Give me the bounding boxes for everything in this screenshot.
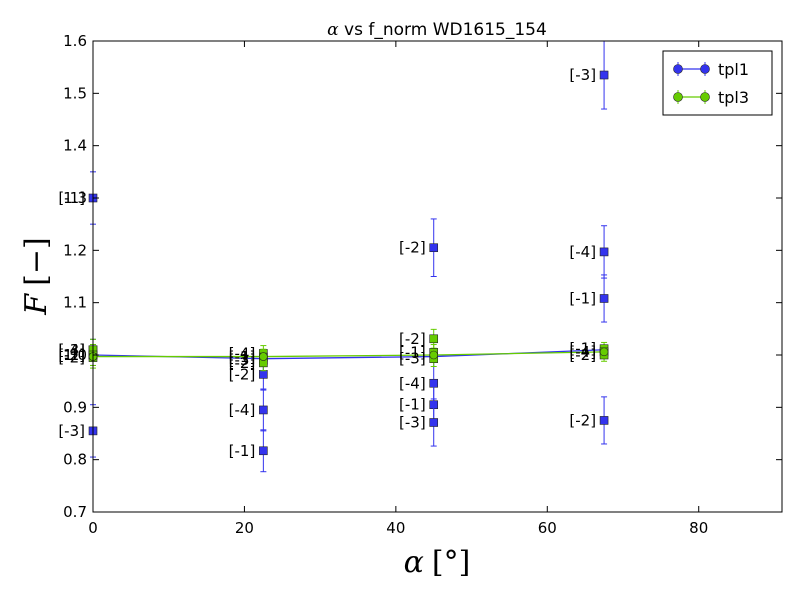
y-tick-label: 1.0 [63,346,87,364]
point-label-tpl1: [-3] [58,422,85,440]
data-point-tpl3 [429,334,439,344]
point-label-tpl3: [-4] [229,344,256,362]
data-point-tpl1 [429,243,439,253]
data-point-tpl1 [259,370,268,379]
chart-title-symbol: α [327,20,339,40]
y-tick-label: 1.2 [63,241,87,259]
legend-marker-tpl3 [700,92,710,102]
y-tick-label: 1.5 [63,84,87,102]
y-axis-symbol: F [19,293,54,316]
chart-title: α vs f_norm WD1615_154 [327,20,547,40]
x-tick-label: 20 [235,519,254,537]
y-tick-label: 1.3 [63,189,87,207]
chart-title-text: vs f_norm WD1615_154 [339,20,547,40]
point-label-tpl1: [-4] [229,401,256,419]
legend-marker-tpl3 [673,92,683,102]
legend-marker-tpl1 [700,64,710,74]
point-label-tpl3: [-1] [58,346,85,364]
point-label-tpl3: [-2] [569,346,596,364]
x-tick-label: 0 [88,519,98,537]
data-point-tpl1 [599,416,609,425]
y-tick-label: 1.6 [63,32,87,50]
point-label-tpl1: [-3] [399,414,426,432]
y-tick-label: 0.7 [63,503,87,521]
point-label-tpl1: [-2] [58,346,85,364]
point-label-tpl3: [-3] [399,350,426,368]
series-line-tpl3 [93,351,605,358]
legend: tpl1 tpl3 [662,50,773,116]
point-label-tpl3: [-2] [399,330,426,348]
point-label-tpl1: [-2] [569,411,596,429]
point-label-tpl1: [-1] [229,442,256,460]
point-label-tpl3: [-2] [58,349,85,367]
x-axis-unit: [°] [432,545,470,580]
legend-label-tpl1: tpl1 [718,60,749,79]
point-label-tpl1: [-3] [229,351,256,369]
legend-label-tpl3: tpl3 [718,88,749,107]
x-axis-ticks: 0 20 40 60 80 [88,41,708,537]
point-label-tpl1: [-4] [399,374,426,392]
data-point-tpl1 [259,405,268,415]
point-annotations: [-1][-3][-2][-4][-1][-4][-2][-3][-2][-4]… [58,66,596,460]
point-label-tpl3: [-2] [229,354,256,372]
point-label-tpl1: [-3] [569,66,596,84]
x-axis-label: α [°] [404,545,471,580]
data-point-tpl1 [259,446,268,456]
y-axis-ticks: 0.7 0.8 0.9 1.0 1.1 1.2 1.3 1.4 1.5 1.6 [63,32,782,521]
y-tick-label: 1.1 [63,294,87,312]
y-tick-label: 1.4 [63,137,87,155]
data-point-tpl1 [599,294,609,303]
point-label-tpl1: [-2] [399,239,426,257]
point-label-tpl1: [-1] [58,189,85,207]
point-label-tpl1: [-1] [399,396,426,414]
point-label-tpl3: [-1] [399,343,426,361]
legend-box [662,50,773,116]
point-label-tpl3: [-1] [569,340,596,358]
x-axis-symbol: α [404,545,424,580]
legend-items: tpl1 tpl3 [673,60,749,107]
point-label-tpl1: [-2] [229,365,256,383]
y-tick-label: 0.9 [63,398,87,416]
line-marker-tpl3 [429,350,439,360]
line-marker-tpl3 [259,352,268,361]
legend-marker-tpl1 [673,64,683,74]
y-tick-label: 0.8 [63,451,87,469]
point-label-tpl1: [-4] [58,341,85,359]
data-point-tpl1 [599,247,609,257]
y-axis-unit: [−] [19,237,54,286]
data-point-tpl1 [599,70,609,80]
x-tick-label: 40 [386,519,405,537]
x-tick-label: 80 [689,519,708,537]
x-tick-label: 60 [538,519,557,537]
y-axis-label: F [−] [19,237,54,315]
point-label-tpl3: [-4] [569,343,596,361]
point-label-tpl3: [-1] [229,348,256,366]
point-label-tpl1: [-4] [569,243,596,261]
line-marker-tpl3 [599,347,609,357]
data-point-tpl1 [429,418,439,427]
point-label-tpl3: [-3] [58,341,85,359]
plot-frame [92,40,783,513]
point-label-tpl1: [-1] [569,289,596,307]
